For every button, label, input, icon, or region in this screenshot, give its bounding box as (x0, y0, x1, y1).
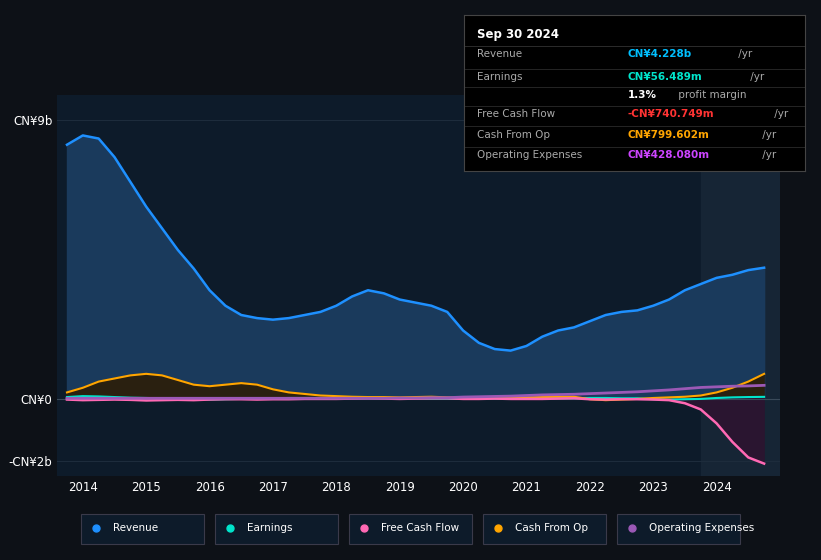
Text: profit margin: profit margin (675, 90, 746, 100)
Text: Free Cash Flow: Free Cash Flow (478, 109, 556, 119)
Text: Earnings: Earnings (478, 72, 523, 82)
FancyBboxPatch shape (215, 514, 337, 544)
FancyBboxPatch shape (350, 514, 471, 544)
Text: /yr: /yr (770, 109, 788, 119)
Bar (701, 95, 792, 476)
Text: /yr: /yr (759, 150, 776, 160)
Text: Free Cash Flow: Free Cash Flow (381, 523, 459, 533)
Text: Operating Expenses: Operating Expenses (649, 523, 754, 533)
Text: CN¥4.228b: CN¥4.228b (627, 49, 691, 59)
Text: /yr: /yr (759, 129, 776, 139)
FancyBboxPatch shape (484, 514, 606, 544)
Text: Revenue: Revenue (478, 49, 523, 59)
Text: Revenue: Revenue (113, 523, 158, 533)
Text: Cash From Op: Cash From Op (515, 523, 588, 533)
Text: CN¥799.602m: CN¥799.602m (627, 129, 709, 139)
Text: /yr: /yr (746, 72, 764, 82)
Text: -CN¥740.749m: -CN¥740.749m (627, 109, 714, 119)
Text: CN¥428.080m: CN¥428.080m (627, 150, 709, 160)
Text: /yr: /yr (735, 49, 752, 59)
Text: Sep 30 2024: Sep 30 2024 (478, 27, 559, 40)
Text: CN¥56.489m: CN¥56.489m (627, 72, 702, 82)
Text: 1.3%: 1.3% (627, 90, 657, 100)
Text: Earnings: Earnings (247, 523, 292, 533)
Text: Cash From Op: Cash From Op (478, 129, 551, 139)
FancyBboxPatch shape (81, 514, 204, 544)
Text: Operating Expenses: Operating Expenses (478, 150, 583, 160)
FancyBboxPatch shape (617, 514, 740, 544)
